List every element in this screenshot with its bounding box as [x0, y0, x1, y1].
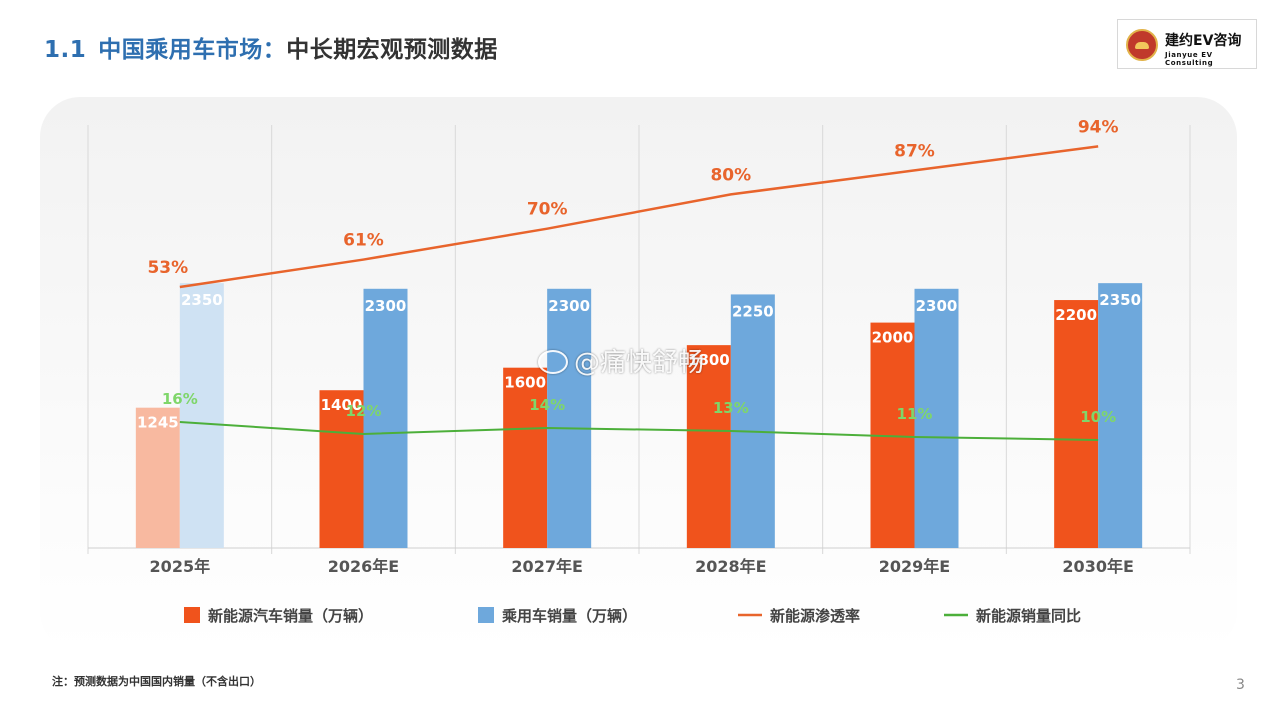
line-yoy — [179, 421, 1099, 441]
legend-label: 新能源汽车销量（万辆） — [208, 607, 373, 625]
data-label-penetration: 70% — [527, 200, 568, 220]
x-tick-label: 2025年 — [150, 557, 211, 576]
bar-total-sales — [914, 288, 959, 548]
data-label-yoy: 12% — [346, 402, 382, 420]
legend-label: 新能源渗透率 — [770, 607, 860, 625]
bar-total-sales — [1098, 283, 1143, 548]
logo-name-en: Jianyue EV Consulting — [1165, 51, 1214, 67]
data-label-total-sales: 2300 — [365, 297, 407, 315]
data-label-total-sales: 2350 — [181, 291, 223, 309]
data-label-nev-sales: 1600 — [504, 374, 546, 392]
data-label-nev-sales: 2200 — [1055, 306, 1097, 324]
page-number: 3 — [1236, 677, 1245, 693]
logo-seal-icon — [1126, 29, 1158, 61]
data-label-yoy: 11% — [897, 405, 933, 423]
bar-nev-sales — [686, 345, 731, 548]
data-label-penetration: 61% — [343, 231, 384, 251]
data-label-penetration: 53% — [147, 258, 188, 278]
x-tick-label: 2028年E — [695, 557, 766, 576]
bar-nev-sales — [1054, 300, 1099, 548]
footnote: 注：预测数据为中国国内销量（不含出口） — [52, 675, 261, 688]
logo-name-cn: 建约EV咨询 — [1165, 33, 1242, 49]
data-label-nev-sales: 1400 — [321, 396, 363, 414]
data-label-total-sales: 2300 — [916, 297, 958, 315]
company-logo: 建约EV咨询 Jianyue EV Consulting — [1117, 19, 1257, 69]
data-label-nev-sales: 2000 — [872, 329, 914, 347]
data-label-total-sales: 2250 — [732, 302, 774, 320]
bar-total-sales — [730, 294, 775, 548]
title-sub: 中长期宏观预测数据 — [286, 37, 498, 63]
bar-nev-sales — [319, 390, 364, 548]
legend-label: 乘用车销量（万辆） — [501, 607, 637, 625]
bar-total-sales — [179, 283, 224, 548]
x-tick-label: 2030年E — [1062, 557, 1133, 576]
x-tick-label: 2027年E — [511, 557, 582, 576]
bar-nev-sales — [135, 407, 180, 548]
bar-nev-sales — [503, 367, 548, 548]
page-title: 1.1 中国乘用车市场：中长期宏观预测数据 — [44, 30, 498, 64]
bar-total-sales — [547, 288, 592, 548]
data-label-penetration: 94% — [1078, 117, 1119, 137]
bar-total-sales — [363, 288, 408, 548]
legend-label: 新能源销量同比 — [976, 607, 1081, 625]
x-tick-label: 2029年E — [879, 557, 950, 576]
data-label-nev-sales: 1800 — [688, 351, 730, 369]
data-label-yoy: 10% — [1080, 408, 1116, 426]
data-label-yoy: 16% — [162, 390, 198, 408]
watermark-text: @痛快舒畅 — [574, 348, 705, 378]
line-penetration — [179, 145, 1099, 289]
x-tick-label: 2026年E — [328, 557, 399, 576]
weibo-icon — [538, 350, 568, 374]
data-label-total-sales: 2350 — [1099, 291, 1141, 309]
data-label-penetration: 80% — [710, 165, 751, 185]
legend-swatch — [478, 607, 494, 623]
watermark: @痛快舒畅 — [538, 342, 704, 379]
section-number: 1.1 — [44, 37, 87, 63]
data-label-yoy: 13% — [713, 399, 749, 417]
data-label-yoy: 14% — [529, 396, 565, 414]
legend-swatch — [184, 607, 200, 623]
data-label-nev-sales: 1245 — [137, 414, 179, 432]
title-main: 中国乘用车市场： — [98, 37, 287, 63]
data-label-total-sales: 2300 — [548, 297, 590, 315]
data-label-penetration: 87% — [894, 141, 935, 161]
